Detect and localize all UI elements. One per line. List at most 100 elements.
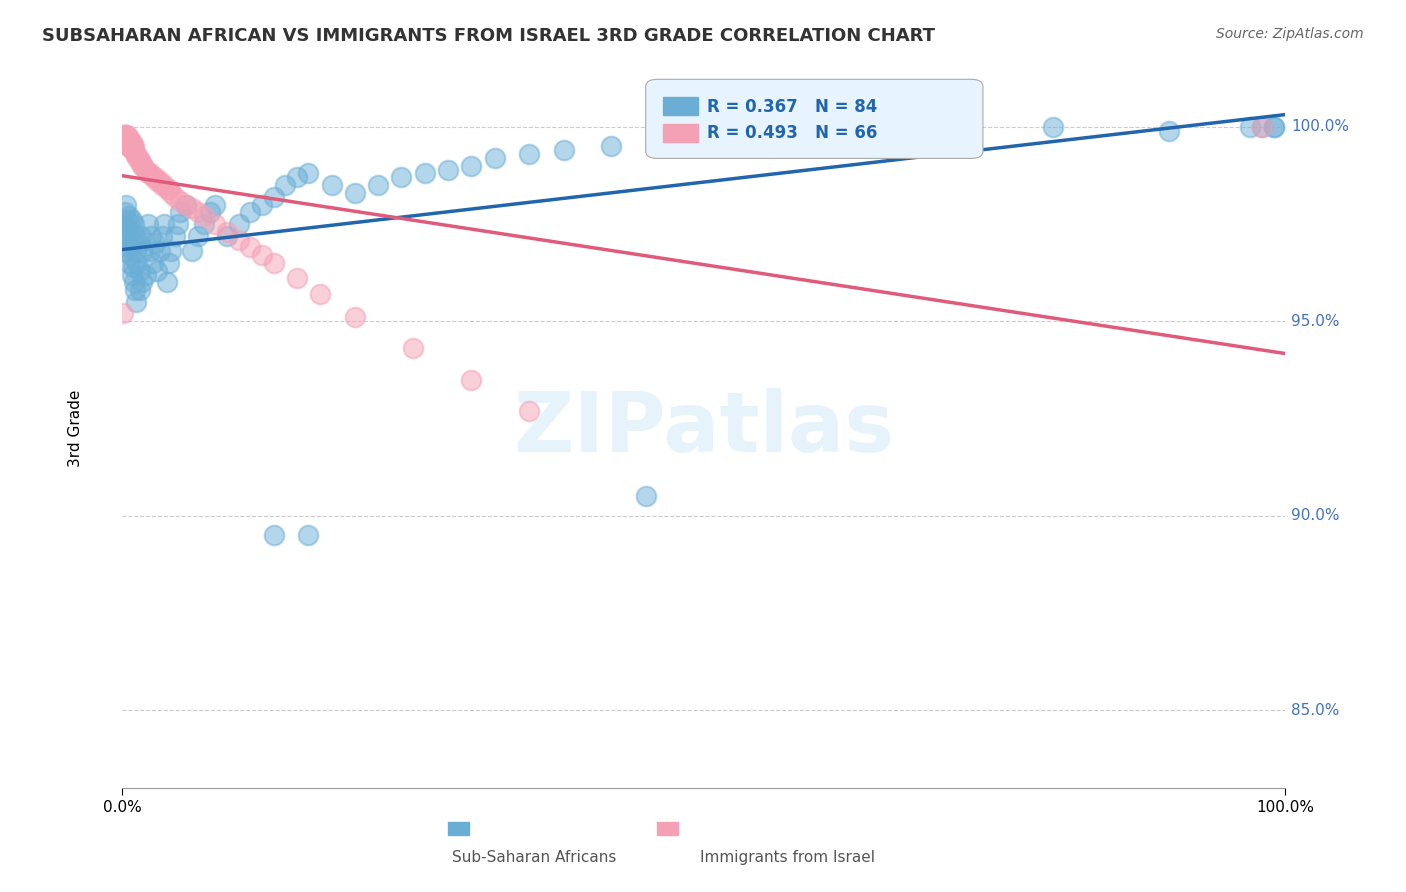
- Point: [117, 131, 139, 145]
- Point: [112, 128, 135, 142]
- Point: [634, 489, 657, 503]
- Point: [139, 244, 162, 259]
- Point: [553, 143, 575, 157]
- Point: [647, 136, 669, 150]
- Point: [127, 256, 149, 270]
- Point: [263, 256, 285, 270]
- Point: [193, 209, 215, 223]
- Point: [139, 166, 162, 180]
- Point: [143, 170, 166, 185]
- Point: [519, 403, 541, 417]
- Point: [1263, 120, 1285, 134]
- Point: [239, 205, 262, 219]
- Point: [1157, 124, 1180, 138]
- Point: [124, 147, 146, 161]
- Point: [925, 124, 948, 138]
- Point: [131, 159, 153, 173]
- Point: [112, 131, 135, 145]
- Text: Immigrants from Israel: Immigrants from Israel: [700, 850, 875, 865]
- Point: [169, 205, 191, 219]
- Point: [187, 228, 209, 243]
- Point: [163, 190, 186, 204]
- Point: [297, 528, 319, 542]
- Point: [174, 197, 197, 211]
- Point: [114, 131, 136, 145]
- Point: [121, 213, 143, 227]
- Point: [128, 283, 150, 297]
- Point: [285, 271, 308, 285]
- Point: [136, 217, 159, 231]
- Point: [122, 276, 145, 290]
- Point: [228, 217, 250, 231]
- Point: [112, 136, 135, 150]
- Point: [141, 228, 163, 243]
- Point: [155, 276, 177, 290]
- Point: [122, 143, 145, 157]
- Point: [1251, 120, 1274, 134]
- Point: [114, 136, 136, 150]
- Point: [153, 178, 176, 193]
- Point: [124, 228, 146, 243]
- Bar: [658, 822, 678, 835]
- Point: [125, 294, 148, 309]
- Point: [120, 136, 142, 150]
- Point: [135, 268, 157, 282]
- Point: [163, 228, 186, 243]
- Point: [112, 306, 135, 320]
- Point: [343, 186, 366, 200]
- Point: [167, 217, 190, 231]
- Point: [135, 162, 157, 177]
- Point: [808, 128, 831, 142]
- Point: [274, 178, 297, 193]
- Point: [297, 166, 319, 180]
- Point: [117, 221, 139, 235]
- Point: [413, 166, 436, 180]
- Point: [460, 159, 482, 173]
- Point: [1239, 120, 1261, 134]
- Point: [193, 217, 215, 231]
- Point: [367, 178, 389, 193]
- Point: [122, 217, 145, 231]
- Point: [148, 174, 170, 188]
- Point: [215, 225, 238, 239]
- Point: [250, 248, 273, 262]
- Point: [114, 205, 136, 219]
- Text: SUBSAHARAN AFRICAN VS IMMIGRANTS FROM ISRAEL 3RD GRADE CORRELATION CHART: SUBSAHARAN AFRICAN VS IMMIGRANTS FROM IS…: [42, 27, 935, 45]
- Point: [120, 248, 142, 262]
- Point: [160, 186, 183, 200]
- Point: [118, 139, 141, 153]
- Point: [142, 256, 165, 270]
- Point: [114, 128, 136, 142]
- Point: [146, 263, 169, 277]
- Point: [129, 228, 152, 243]
- Point: [122, 139, 145, 153]
- Point: [125, 244, 148, 259]
- Point: [198, 205, 221, 219]
- Point: [121, 260, 143, 274]
- Point: [204, 197, 226, 211]
- Point: [128, 236, 150, 251]
- Point: [150, 228, 173, 243]
- Bar: [664, 124, 697, 142]
- Point: [121, 236, 143, 251]
- Point: [285, 170, 308, 185]
- Point: [118, 136, 141, 150]
- Bar: [449, 822, 470, 835]
- Point: [117, 240, 139, 254]
- Point: [128, 263, 150, 277]
- Point: [460, 372, 482, 386]
- Text: Source: ZipAtlas.com: Source: ZipAtlas.com: [1216, 27, 1364, 41]
- Text: R = 0.367   N = 84: R = 0.367 N = 84: [707, 97, 877, 116]
- Point: [114, 244, 136, 259]
- Point: [157, 182, 180, 196]
- Point: [118, 209, 141, 223]
- Point: [121, 139, 143, 153]
- Point: [402, 342, 425, 356]
- Point: [599, 139, 621, 153]
- Point: [1251, 120, 1274, 134]
- Point: [121, 139, 143, 153]
- Point: [153, 217, 176, 231]
- Point: [484, 151, 506, 165]
- Point: [391, 170, 413, 185]
- FancyBboxPatch shape: [645, 79, 983, 159]
